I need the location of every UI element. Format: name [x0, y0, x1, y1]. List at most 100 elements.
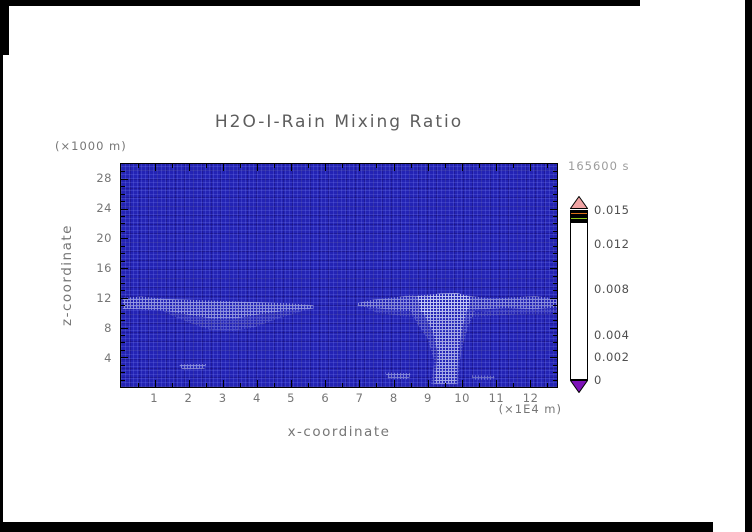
z-tick-label: 20 [96, 230, 112, 245]
colorbar-tick-label: 0.008 [594, 282, 630, 297]
x-tick-label: 1 [150, 391, 159, 405]
colorbar-band [571, 214, 587, 217]
colorbar-band [571, 211, 587, 213]
axis-tick [427, 380, 429, 387]
time-label: 165600 s [568, 159, 630, 173]
axis-tick [121, 186, 125, 188]
axis-tick [121, 334, 125, 336]
x-tick-label: 9 [424, 391, 432, 405]
axis-tick [553, 230, 557, 232]
x-tick-label: 7 [355, 391, 364, 405]
axis-tick [342, 383, 344, 387]
axis-tick [495, 164, 497, 171]
axis-tick [257, 380, 259, 387]
axis-tick [121, 364, 125, 366]
x-tick-label: 11 [488, 391, 505, 405]
axis-tick [206, 164, 208, 168]
axis-tick [444, 164, 446, 168]
plot-area [120, 163, 558, 388]
window-frame-top [0, 0, 640, 6]
axis-tick [274, 164, 276, 168]
heatmap-feature-right-cloud-band [357, 292, 557, 312]
axis-tick [410, 164, 412, 168]
axis-tick [359, 380, 361, 387]
axis-tick [121, 238, 128, 240]
axis-tick [121, 312, 125, 314]
colorbar-band [571, 220, 587, 223]
axis-tick [223, 380, 225, 387]
heatmap-feature-rain-shaft-core [422, 311, 467, 384]
axis-tick [172, 383, 174, 387]
axis-tick [257, 164, 259, 171]
axis-tick [478, 164, 480, 168]
axis-tick [121, 201, 125, 203]
axis-tick [325, 380, 327, 387]
axis-tick [189, 380, 191, 387]
axis-tick [444, 383, 446, 387]
axis-tick [121, 379, 125, 381]
axis-tick [155, 380, 157, 387]
heatmap-feature-small-patch-mid [384, 372, 411, 380]
colorbar-over-arrow [570, 196, 588, 209]
z-tick-label: 8 [104, 321, 112, 335]
heatmap-feature-small-patch-left [178, 363, 207, 370]
axis-tick [121, 357, 128, 359]
axis-tick [121, 171, 125, 173]
z-tick-label: 12 [96, 291, 112, 305]
axis-tick [172, 164, 174, 168]
axis-tick [138, 383, 140, 387]
axis-tick [240, 164, 242, 168]
axis-tick [553, 245, 557, 247]
colorbar-band [571, 213, 587, 215]
axis-tick [553, 372, 557, 374]
axis-tick [274, 383, 276, 387]
axis-tick [550, 238, 557, 240]
axis-tick [553, 260, 557, 262]
z-axis-units-label: (×1000 m) [55, 139, 127, 153]
colorbar-band [571, 212, 587, 214]
window-frame-bottom [0, 522, 713, 532]
axis-tick [121, 349, 125, 351]
x-axis-label: x-coordinate [287, 424, 391, 440]
axis-tick [553, 201, 557, 203]
axis-tick [325, 164, 327, 171]
colorbar-tick-labels: 0 0.002 0.004 0.008 0.012 0.015 [594, 203, 644, 387]
window-frame-right-strip [745, 0, 752, 532]
axis-tick [121, 297, 128, 299]
axis-tick [308, 164, 310, 168]
axis-tick [121, 230, 125, 232]
heatmap-feature-rain-shaft-outer [410, 310, 476, 385]
axis-tick [550, 297, 557, 299]
axis-tick [121, 320, 125, 322]
axis-tick [550, 357, 557, 359]
x-tick-labels: 1 2 3 4 5 6 7 8 9 10 11 12 [120, 391, 558, 405]
axis-tick [546, 383, 548, 387]
window-frame-left-strip [0, 0, 3, 532]
axis-tick [359, 164, 361, 171]
axis-tick [291, 380, 293, 387]
axis-tick [410, 383, 412, 387]
axis-tick [553, 305, 557, 307]
axis-tick [553, 223, 557, 225]
z-tick-labels: 4 8 12 16 20 24 28 [68, 163, 112, 388]
window-frame-left-block [0, 0, 9, 55]
axis-tick [550, 268, 557, 270]
axis-tick [121, 275, 125, 277]
axis-tick [121, 372, 125, 374]
axis-tick [553, 282, 557, 284]
axis-tick [546, 164, 548, 168]
colorbar-tick-label: 0.012 [594, 237, 630, 251]
axis-tick [553, 334, 557, 336]
axis-tick [121, 216, 125, 218]
colorbar-band [571, 218, 587, 220]
z-tick-label: 4 [104, 351, 112, 365]
axis-tick [550, 178, 557, 180]
x-tick-label: 6 [321, 391, 330, 405]
plot-title: H2O-I-Rain Mixing Ratio [214, 112, 464, 132]
axis-tick [553, 171, 557, 173]
axis-tick [553, 253, 557, 255]
axis-tick [461, 380, 463, 387]
axis-tick [512, 383, 514, 387]
colorbar-tick-label: 0 [594, 373, 602, 387]
axis-tick [376, 164, 378, 168]
